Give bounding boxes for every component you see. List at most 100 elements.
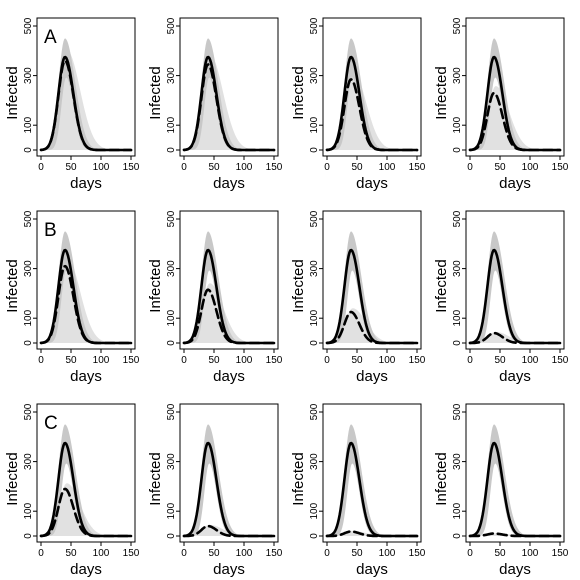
- x-tick-label: 50: [494, 548, 506, 559]
- y-tick-label: 500: [166, 210, 177, 227]
- x-tick-label: 0: [467, 355, 473, 366]
- baseline-median-line: [468, 248, 562, 345]
- y-tick-label: 0: [309, 147, 320, 153]
- y-tick-label: 0: [452, 340, 463, 346]
- x-tick-label: 100: [236, 162, 253, 173]
- y-tick-label: 300: [166, 260, 177, 277]
- y-tick-label: 300: [166, 67, 177, 84]
- x-tick-label: 150: [409, 162, 426, 173]
- scenario-range-band: [41, 483, 131, 536]
- x-tick-label: 100: [379, 548, 396, 559]
- plot-frame: [179, 17, 279, 157]
- scenario-range-band: [184, 524, 274, 536]
- panel-a-2: 0 50 100 150 0 100 300 500 days Infected: [147, 17, 283, 192]
- y-tick-label: 100: [452, 116, 463, 133]
- y-tick-label: 0: [166, 340, 177, 346]
- plot-frame: [465, 403, 565, 543]
- baseline-median-line: [182, 441, 276, 538]
- panel-a-1: 0 50 100 150 0 100 300 500 days Infected: [4, 17, 140, 192]
- x-tick-label: 100: [236, 548, 253, 559]
- row-label-a: A: [44, 27, 57, 48]
- x-tick-label: 50: [65, 162, 77, 173]
- plot-frame: [36, 403, 136, 543]
- x-tick-label: 0: [38, 162, 44, 173]
- y-tick-label: 100: [166, 502, 177, 519]
- y-tick-label: 500: [23, 17, 34, 34]
- panel-c-3: 0 50 100 150 0 100 300 500 days Infected: [290, 403, 426, 578]
- x-tick-label: 50: [65, 548, 77, 559]
- panel-a-3: 0 50 100 150 0 100 300 500 days Infected: [290, 17, 426, 192]
- scenario-range-band: [327, 70, 417, 150]
- x-tick-label: 50: [65, 355, 77, 366]
- x-axis-label: days: [213, 368, 245, 385]
- scenario-range-band: [327, 308, 417, 343]
- y-tick-label: 300: [166, 453, 177, 470]
- panel-b-2: 0 50 100 150 0 100 300 500 days Infected: [147, 210, 283, 385]
- x-tick-label: 150: [552, 548, 569, 559]
- x-tick-label: 50: [351, 162, 363, 173]
- y-tick-label: 500: [452, 403, 463, 420]
- x-axis-label: days: [356, 561, 388, 578]
- y-tick-label: 100: [309, 309, 320, 326]
- y-tick-label: 500: [309, 403, 320, 420]
- y-tick-label: 500: [452, 210, 463, 227]
- baseline-range-band: [327, 424, 417, 536]
- y-tick-label: 100: [23, 116, 34, 133]
- plot-frame: [322, 210, 422, 350]
- x-tick-label: 0: [324, 548, 330, 559]
- scenario-median-line: [182, 63, 276, 152]
- x-tick-label: 150: [123, 162, 140, 173]
- scenario-median-line: [325, 530, 419, 538]
- baseline-range-band: [184, 231, 274, 343]
- x-tick-label: 50: [494, 355, 506, 366]
- y-tick-label: 500: [23, 403, 34, 420]
- x-tick-label: 100: [379, 355, 396, 366]
- y-tick-label: 0: [23, 147, 34, 153]
- y-axis-label: Infected: [147, 259, 164, 312]
- x-tick-label: 0: [181, 548, 187, 559]
- y-tick-label: 300: [23, 453, 34, 470]
- x-tick-label: 150: [552, 162, 569, 173]
- y-axis-label: Infected: [4, 259, 21, 312]
- plot-frame: [179, 210, 279, 350]
- scenario-median-line: [39, 264, 133, 345]
- x-tick-label: 100: [93, 548, 110, 559]
- baseline-median-line: [325, 248, 419, 345]
- y-tick-label: 500: [23, 210, 34, 227]
- y-tick-label: 300: [23, 67, 34, 84]
- scenario-median-line: [468, 91, 562, 152]
- y-tick-label: 300: [309, 67, 320, 84]
- y-tick-label: 100: [166, 309, 177, 326]
- y-tick-label: 0: [166, 533, 177, 539]
- panel-c-2: 0 50 100 150 0 100 300 500 days Infected: [147, 403, 283, 578]
- x-axis-label: days: [499, 175, 531, 192]
- plot-frame: [322, 17, 422, 157]
- scenario-range-band: [184, 283, 274, 343]
- y-axis-label: Infected: [433, 66, 450, 119]
- scenario-median-line: [39, 487, 133, 538]
- baseline-range-band: [470, 424, 560, 536]
- scenario-range-band: [470, 331, 560, 343]
- y-axis-label: Infected: [147, 452, 164, 505]
- x-tick-label: 150: [266, 162, 283, 173]
- x-axis-label: days: [356, 368, 388, 385]
- y-axis-label: Infected: [433, 452, 450, 505]
- baseline-range-band: [41, 231, 131, 343]
- x-tick-label: 100: [379, 162, 396, 173]
- x-axis-label: days: [70, 368, 102, 385]
- y-tick-label: 100: [309, 116, 320, 133]
- x-tick-label: 150: [266, 355, 283, 366]
- y-axis-label: Infected: [290, 66, 307, 119]
- x-tick-label: 0: [181, 355, 187, 366]
- y-axis-label: Infected: [4, 452, 21, 505]
- x-axis-label: days: [213, 175, 245, 192]
- x-axis-label: days: [213, 561, 245, 578]
- plot-frame: [179, 403, 279, 543]
- y-axis-label: Infected: [4, 66, 21, 119]
- y-tick-label: 500: [166, 403, 177, 420]
- scenario-range-band: [470, 86, 560, 150]
- x-tick-label: 0: [467, 548, 473, 559]
- baseline-range-band: [327, 231, 417, 343]
- y-tick-label: 0: [452, 533, 463, 539]
